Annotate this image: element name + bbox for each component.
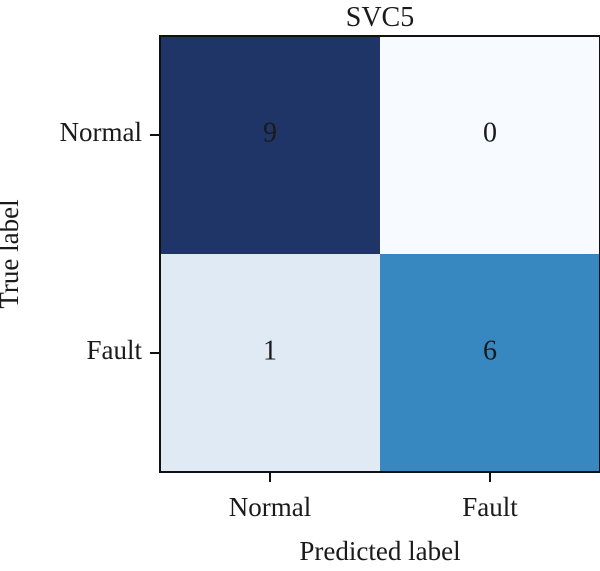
cell-value-labels: 9 0 1 6	[263, 117, 497, 366]
heatmap-cell-0-0	[160, 36, 380, 254]
x-tick-label-0: Normal	[229, 492, 311, 522]
heatmap-cell-0-1	[380, 36, 600, 254]
y-tick-label-0: Normal	[60, 117, 142, 147]
heatmap-cell-1-1	[380, 254, 600, 472]
cell-value-0-1: 0	[483, 117, 497, 148]
cell-value-1-1: 6	[483, 335, 497, 366]
y-tick-label-1: Fault	[86, 335, 142, 365]
x-tick-label-1: Fault	[462, 492, 518, 522]
cell-value-0-0: 9	[263, 117, 277, 148]
heatmap-cells	[160, 36, 600, 472]
chart-title: SVC5	[346, 2, 414, 33]
plot-frame	[159, 35, 600, 473]
heatmap-cell-1-0	[160, 254, 380, 472]
cell-value-1-0: 1	[263, 335, 277, 366]
axis-ticks	[150, 134, 491, 482]
y-axis-label: True label	[0, 199, 24, 308]
axis-tick-labels: Normal Fault Normal Fault	[60, 117, 519, 522]
x-axis-label: Predicted label	[299, 536, 460, 566]
